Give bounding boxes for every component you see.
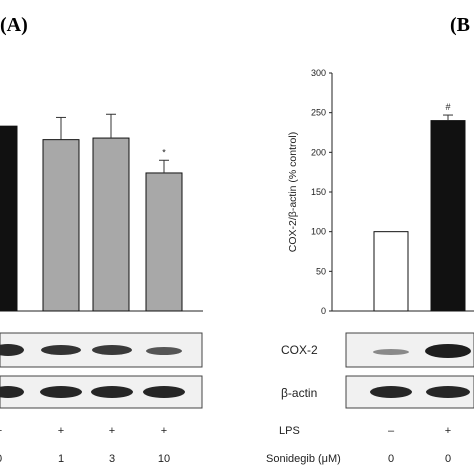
y-tick-label: 0 (321, 306, 326, 316)
panel-b-label: (B (450, 14, 470, 36)
bar-a-3 (145, 172, 183, 312)
lps-value: + (109, 425, 115, 437)
dose-value: 3 (109, 453, 115, 465)
bar-b-1 (430, 120, 466, 312)
dose-value: 0 (445, 453, 451, 465)
band (92, 345, 132, 355)
significance-marker: * (162, 147, 166, 157)
lps-value: + (58, 425, 64, 437)
y-tick-label: 150 (311, 187, 326, 197)
significance-marker: # (445, 102, 450, 112)
y-tick-label: 250 (311, 108, 326, 118)
y-tick-label: 300 (311, 68, 326, 78)
y-tick-label: 200 (311, 147, 326, 157)
lps-value: + (161, 425, 167, 437)
panel-b-bar-chart: COX-2/β-actin (% control) #0 50 100 150 200 2… (287, 68, 474, 316)
dose-value: 1 (58, 453, 64, 465)
cox2-blot-label: COX-2 (281, 343, 318, 357)
band (373, 349, 409, 355)
band (146, 347, 182, 355)
bar-b-0 (373, 231, 409, 312)
band (41, 345, 81, 355)
panel-a-bar-chart: * (0, 113, 203, 312)
band (426, 386, 470, 398)
lps-value: + (0, 425, 2, 437)
lps-row-label: LPS (279, 425, 300, 437)
panel-b-blots: COX-2 β-actin (281, 332, 474, 409)
band (91, 386, 133, 398)
y-tick-label: 100 (311, 227, 326, 237)
panel-b-y-axis-label: COX-2/β-actin (% control) (287, 132, 299, 252)
panel-a-conditions: + + + +0 1 3 10 (0, 425, 170, 465)
band (370, 386, 412, 398)
panel-b-conditions: – +0 0 (388, 425, 451, 465)
dose-value: 0 (388, 453, 394, 465)
bar-a-2 (92, 137, 130, 312)
band (0, 344, 24, 356)
panel-a-label: (A) (0, 14, 28, 36)
sonidegib-row-label: Sonidegib (μM) (266, 453, 341, 465)
bar-a-1 (42, 139, 80, 312)
panel-b-cox2-blot (345, 332, 474, 368)
band (40, 386, 82, 398)
lps-value: – (388, 425, 395, 437)
bar-a-0 (0, 125, 18, 312)
dose-value: 10 (158, 453, 170, 465)
dose-value: 0 (0, 453, 2, 465)
band (0, 386, 24, 398)
lps-value: + (445, 425, 451, 437)
y-tick-label: 50 (316, 266, 326, 276)
band (143, 386, 185, 398)
actin-blot-label: β-actin (281, 386, 317, 400)
panel-a-blots (0, 332, 203, 409)
band (425, 344, 471, 358)
